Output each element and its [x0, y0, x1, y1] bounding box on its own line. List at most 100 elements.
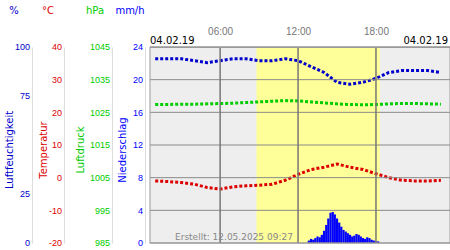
y-tick-label: 0 [138, 238, 143, 248]
axis-line [32, 48, 33, 244]
bar [351, 236, 353, 243]
date-label: 04.02.19 [150, 35, 195, 46]
y-tick: 12 [133, 140, 145, 150]
y-tick: 24 [133, 42, 145, 52]
bars [308, 212, 380, 243]
axis-line [151, 47, 450, 48]
plot-background [150, 47, 450, 243]
bar [338, 223, 340, 243]
y-tick-label: 8 [138, 173, 143, 183]
y-tick: 1015 [90, 140, 112, 150]
bar [349, 235, 351, 243]
y-tick-label: 1005 [90, 173, 110, 183]
bar [314, 238, 316, 243]
axis-unit: mm/h [115, 5, 144, 16]
bar [353, 236, 355, 243]
bar [325, 225, 327, 243]
x-tick-label: 12:00 [286, 26, 311, 37]
y-tick: 100 [15, 42, 32, 52]
y-tick-label: 20 [52, 108, 62, 118]
y-tick-label: -20 [49, 238, 62, 248]
axis-title: Luftfeuchtigkeit [4, 111, 15, 189]
y-tick: 1035 [90, 75, 112, 85]
bar [347, 233, 349, 243]
y-tick-label: 25 [20, 189, 30, 199]
y-tick: 4 [138, 206, 145, 216]
axis-unit: hPa [86, 5, 104, 16]
y-tick-label: 1035 [90, 75, 110, 85]
grid-line-x [219, 47, 221, 243]
y-tick-label: 995 [95, 206, 110, 216]
grid-line-y [150, 145, 450, 146]
y-tick: 0 [57, 173, 64, 183]
bar [329, 213, 331, 243]
x-tick-label: 06:00 [208, 26, 233, 37]
bar [355, 234, 357, 243]
y-tick-label: 40 [52, 42, 62, 52]
grid-line-y [150, 177, 450, 178]
y-axis: 0 25 75 100 [15, 42, 33, 248]
y-tick-label: 100 [15, 42, 30, 52]
y-tick: 20 [52, 108, 64, 118]
y-tick: 995 [95, 206, 112, 216]
axis-title: Niederschlag [117, 117, 128, 182]
y-axis: -20 -10 0 10 20 30 40 [49, 42, 65, 248]
bar [321, 235, 323, 243]
y-tick-label: 985 [95, 238, 110, 248]
bar [364, 239, 366, 243]
grid-line-x [297, 47, 299, 243]
y-tick-label: -10 [49, 206, 62, 216]
grid-line-y [150, 79, 450, 80]
grid-line-y [150, 112, 450, 113]
footer-note: Erstellt: 12.05.2025 09:27 [175, 232, 293, 242]
y-tick-label: 75 [20, 91, 30, 101]
y-tick: 25 [20, 189, 32, 199]
grid-line-y [150, 210, 450, 211]
y-tick-label: 0 [57, 173, 62, 183]
y-tick-label: 10 [52, 140, 62, 150]
bar [366, 237, 368, 243]
bar [336, 219, 338, 244]
date-label: 04.02.19 [403, 35, 448, 46]
axis-line [145, 48, 146, 244]
y-tick-label: 12 [133, 140, 143, 150]
axis-unit: % [9, 5, 19, 16]
bar [310, 239, 312, 243]
y-axis: 0 4 8 12 16 20 24 [133, 42, 146, 248]
x-tick: 18:00 [364, 26, 389, 47]
y-tick: -20 [49, 238, 64, 248]
bar [360, 236, 362, 243]
bar [327, 219, 329, 244]
x-tick: 06:00 [208, 26, 233, 47]
plot-frame [150, 47, 450, 243]
y-tick: 1025 [90, 108, 112, 118]
y-tick: 75 [20, 91, 32, 101]
axis-line [112, 48, 113, 244]
y-tick-label: 16 [133, 108, 143, 118]
bar [342, 230, 344, 243]
y-tick: 40 [52, 42, 64, 52]
y-tick-label: 30 [52, 75, 62, 85]
bar [345, 232, 347, 243]
grid-line-x [375, 47, 377, 243]
y-tick: 1005 [90, 173, 112, 183]
bar [316, 236, 318, 243]
y-tick: -10 [49, 206, 64, 216]
bar [319, 237, 321, 243]
bar [332, 212, 334, 243]
y-tick: 985 [95, 238, 112, 248]
axis-title: Temperatur [38, 120, 49, 179]
x-tick: 12:00 [286, 26, 311, 47]
bar [340, 227, 342, 243]
y-tick: 16 [133, 108, 145, 118]
bar [368, 238, 370, 243]
y-tick: 10 [52, 140, 64, 150]
y-tick: 20 [133, 75, 145, 85]
y-tick: 1045 [90, 42, 112, 52]
y-tick-label: 1025 [90, 108, 110, 118]
y-tick-label: 0 [25, 238, 30, 248]
y-tick: 8 [138, 173, 145, 183]
y-tick-label: 20 [133, 75, 143, 85]
bar [358, 235, 360, 243]
x-tick-label: 18:00 [364, 26, 389, 37]
